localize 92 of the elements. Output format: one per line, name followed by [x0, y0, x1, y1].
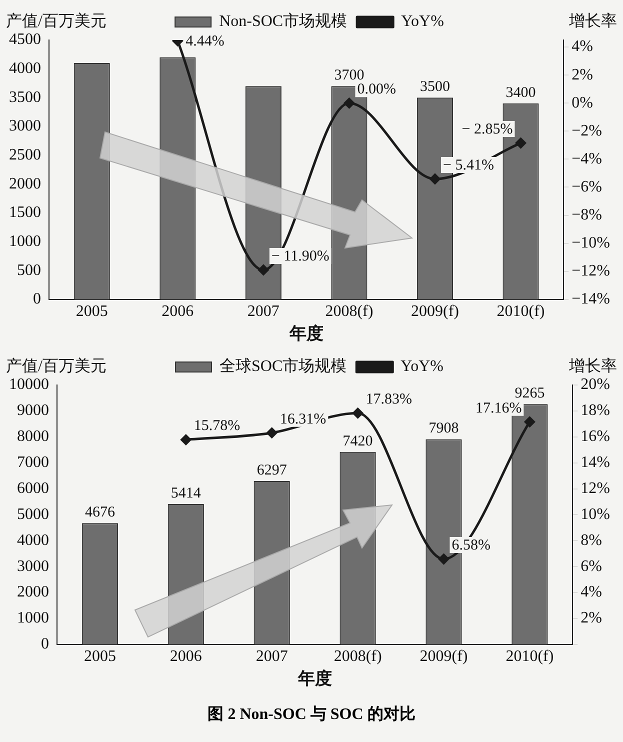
data-label: 16.31% — [280, 411, 326, 428]
y-axis-title: 产值/百万美元 — [6, 12, 106, 30]
y2-tick-label: 14% — [580, 454, 610, 472]
y-tick-label: 2000 — [17, 584, 49, 601]
data-label: 4.44% — [186, 33, 224, 50]
y-tick-label: 0 — [33, 290, 41, 308]
legend-label: YoY% — [401, 13, 444, 30]
y-tick-label: 9000 — [17, 402, 49, 420]
y2-tick-label: 0% — [572, 94, 593, 112]
y-tick-label: 1000 — [17, 610, 49, 627]
y-tick-label: 500 — [17, 262, 41, 279]
y2-tick-label: 2% — [572, 66, 593, 84]
y-tick-label: 4000 — [17, 532, 49, 549]
x-tick-label: 2007 — [256, 648, 288, 666]
data-label: 7908 — [428, 420, 459, 437]
y2-tick-label: −10% — [572, 234, 610, 252]
data-label: 15.78% — [194, 418, 240, 434]
legend-label: YoY% — [400, 358, 444, 376]
x-tick-label: 2010(f) — [506, 648, 554, 666]
point — [438, 554, 450, 564]
caption: 图 2 Non-SOC 与 SOC 的对比 — [206, 704, 416, 725]
y-tick-label: 10000 — [9, 376, 49, 394]
y2-tick-label: −4% — [572, 150, 602, 168]
x-tick-label: 2006 — [170, 648, 202, 666]
y2-tick-label: 16% — [580, 428, 610, 446]
data-label: 17.16% — [475, 400, 522, 416]
y2-tick-label: −2% — [572, 122, 602, 140]
y-tick-label: 1500 — [9, 204, 41, 222]
y2-tick-label: 12% — [580, 480, 610, 497]
point — [258, 264, 269, 276]
y-tick-label: 2500 — [9, 146, 41, 164]
y-tick-label: 2000 — [9, 175, 41, 192]
y-tick-label: 4000 — [9, 60, 41, 78]
y2-tick-label: −6% — [572, 178, 602, 196]
y-tick-label: 0 — [41, 636, 49, 653]
data-label: 9265 — [514, 386, 545, 402]
y2-tick-label: −12% — [572, 262, 610, 280]
legend-label: Non-SOC市场规模 — [219, 12, 348, 30]
x-tick-label: 2008(f) — [325, 303, 374, 320]
y2-axis-title: 增长率 — [568, 12, 617, 30]
data-label: 4676 — [84, 504, 116, 521]
x-tick-label: 2007 — [247, 303, 280, 320]
x-axis-title: 年度 — [296, 669, 332, 688]
point — [180, 434, 192, 445]
x-tick-label: 2008(f) — [334, 648, 382, 666]
y2-axis-title: 增长率 — [568, 357, 617, 376]
data-label: 3500 — [420, 79, 450, 96]
y-tick-label: 3000 — [9, 118, 41, 135]
y2-tick-label: 2% — [580, 610, 602, 627]
y-tick-label: 1000 — [9, 232, 41, 250]
point — [430, 174, 440, 184]
y2-tick-label: −8% — [572, 206, 602, 224]
y-tick-label: 7000 — [17, 454, 49, 472]
y-tick-label: 3500 — [9, 88, 41, 106]
y-tick-label: 5000 — [17, 506, 49, 523]
legend-label: 全球SOC市场规模 — [220, 357, 347, 376]
data-label: − 2.85% — [462, 121, 513, 138]
data-label: 7420 — [342, 433, 373, 450]
x-tick-label: 2005 — [84, 648, 116, 666]
y2-tick-label: 4% — [580, 584, 602, 601]
data-label: − 5.41% — [442, 157, 494, 174]
y-tick-label: 4500 — [9, 31, 41, 48]
data-label: 6.58% — [452, 537, 491, 554]
x-tick-label: 2009(f) — [420, 648, 468, 666]
y-tick-label: 3000 — [17, 558, 49, 575]
y2-tick-label: 8% — [580, 532, 602, 549]
data-label: 5414 — [170, 485, 202, 502]
point — [344, 98, 354, 108]
y2-tick-label: −14% — [572, 290, 610, 308]
x-tick-label: 2009(f) — [410, 303, 459, 320]
data-label: 0.00% — [357, 82, 396, 98]
data-label: 3400 — [506, 84, 536, 101]
y-axis-title: 产值/百万美元 — [6, 357, 106, 376]
y-tick-label: 6000 — [17, 480, 49, 497]
point — [352, 408, 364, 418]
y2-tick-label: 10% — [580, 506, 610, 523]
data-label: 3700 — [334, 68, 364, 84]
x-tick-label: 2005 — [76, 303, 108, 320]
x-tick-label: 2006 — [162, 303, 194, 320]
x-axis-title: 年度 — [288, 324, 324, 344]
point — [266, 428, 278, 438]
y2-tick-label: 20% — [580, 376, 610, 394]
y2-tick-label: 6% — [580, 558, 602, 575]
y2-tick-label: 4% — [572, 38, 593, 56]
point — [516, 138, 526, 148]
data-label: 17.83% — [366, 392, 412, 408]
x-tick-label: 2010(f) — [496, 303, 545, 320]
point — [524, 416, 535, 428]
y-tick-label: 8000 — [17, 428, 49, 446]
y2-tick-label: 18% — [580, 402, 610, 420]
data-label: 6297 — [256, 462, 288, 478]
data-label: − 11.90% — [271, 248, 330, 264]
